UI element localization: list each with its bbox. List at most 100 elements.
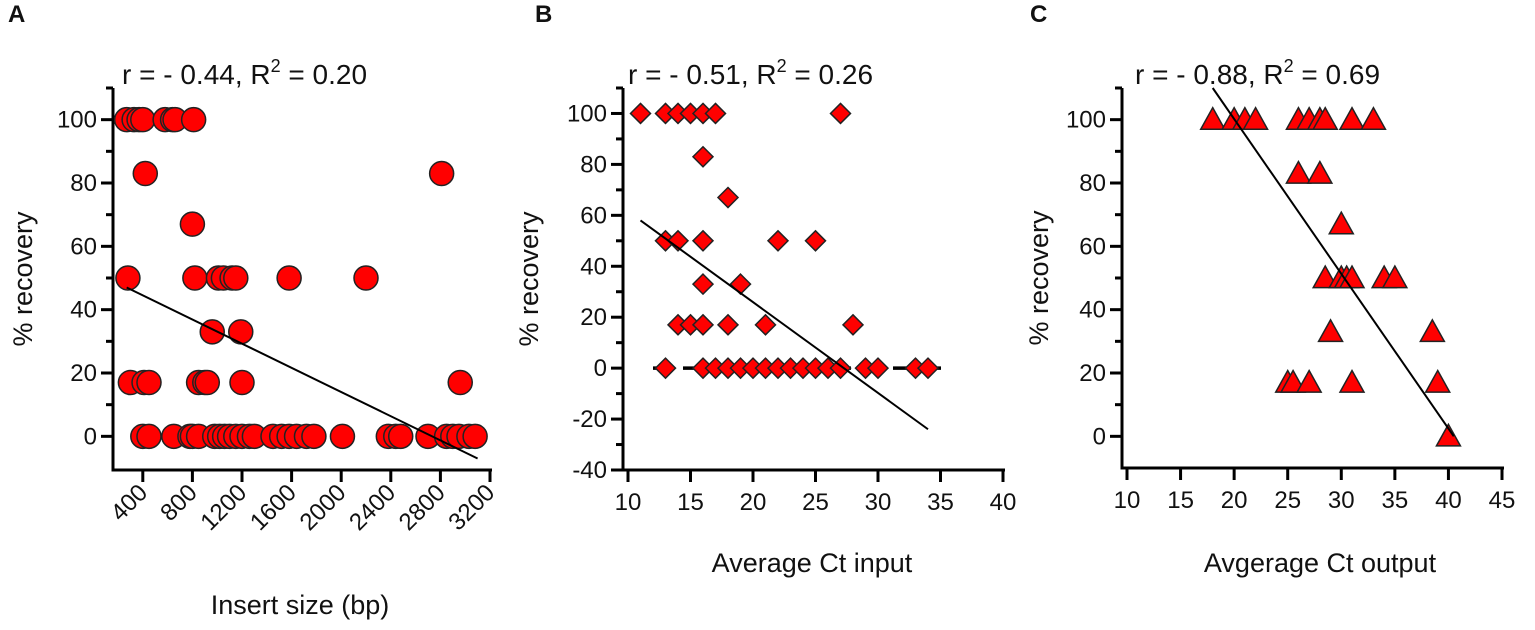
panel-b-data-point <box>691 145 715 168</box>
panel-b-x-axis-title: Average Ct input <box>712 548 913 578</box>
panel-b-x-tick-label: 20 <box>740 489 767 516</box>
panel-a-data-point <box>182 265 208 291</box>
panel-a-y-tick-label: 80 <box>70 170 97 197</box>
panel-c-stat-tail: = 0.69 <box>1294 59 1380 90</box>
panel-b-y-tick-label: -20 <box>572 406 607 433</box>
panel-b-x-tick-label: 25 <box>802 489 829 516</box>
panel-b-data-point <box>754 313 777 336</box>
panel-a-letter: A <box>8 1 25 28</box>
panel-a-data-point <box>130 106 156 133</box>
panel-b-data-point <box>666 229 690 252</box>
panel-c-data-point <box>1419 318 1446 343</box>
panel-b-data-point <box>629 102 652 125</box>
panel-c-letter: C <box>1030 1 1047 28</box>
panel-b-data-point <box>766 229 790 252</box>
panel-b-data-point <box>866 357 890 380</box>
panel-b-data-point <box>729 273 752 296</box>
panel-c-data-point <box>1199 106 1226 131</box>
panel-a-data-point <box>229 369 255 396</box>
panel-c-y-tick-label: 60 <box>1079 233 1106 260</box>
panel-a-data-point <box>228 319 254 345</box>
panel-a-data-point <box>447 369 473 396</box>
panel-a-y-axis-title: % recovery <box>8 211 38 347</box>
panel-c-data-point <box>1360 106 1387 131</box>
panel-b-y-tick-label: 20 <box>580 304 607 331</box>
panel-b-x-tick-label: 15 <box>677 489 704 516</box>
panel-c-plot-area: 0 20 40 60 80 100 10 15 20 25 30 35 40 45 % recovery Av… <box>1024 86 1516 578</box>
panel-a-x-tick-label: 3200 <box>443 479 500 536</box>
panel-c: C r = - 0.88, R2 = 0.69 0 20 40 60 80 100 10 15… <box>1024 1 1515 578</box>
panel-c-data-point <box>1242 106 1269 131</box>
panel-a-x-axis-title: Insert size (bp) <box>211 590 390 620</box>
panel-c-data-point <box>1424 368 1451 393</box>
panel-c-data-point <box>1295 368 1323 393</box>
panel-c-x-tick-label: 10 <box>1114 487 1141 514</box>
panel-a-x-tick-label: 400 <box>106 479 153 526</box>
panel-b-y-tick-label: 80 <box>580 151 607 178</box>
panel-b-data-point <box>916 357 940 380</box>
panel-a-plot-area: 0 20 40 60 80 100 400 8001200160020002400280032… <box>8 86 500 620</box>
panel-b-data-point <box>691 229 715 252</box>
panel-c-y-tick-label: 80 <box>1079 170 1106 197</box>
panel-c-x-tick-label: 45 <box>1489 487 1516 514</box>
panel-b-y-tick-label: 60 <box>580 202 607 229</box>
panel-a-correlation-text: r = - 0.44, R2 = 0.20 <box>122 56 367 90</box>
panel-a-x-tick-label: 2400 <box>344 479 401 536</box>
panel-b-data-point <box>829 102 852 125</box>
panel-c-data-point <box>1306 159 1334 184</box>
panel-c-x-tick-label: 20 <box>1221 487 1248 514</box>
panel-a: A r = - 0.44, R2 = 0.20 0 20 40 60 80 100 400 8… <box>8 1 500 620</box>
panel-a-data-point <box>180 106 207 133</box>
panel-a-stat-main: r = - 0.44, R <box>122 59 271 90</box>
panel-c-data-point <box>1317 318 1344 343</box>
panel-b-stat-tail: = 0.26 <box>787 59 873 90</box>
panel-c-data-point <box>1328 210 1355 235</box>
panel-c-x-tick-label: 35 <box>1382 487 1409 514</box>
panel-a-x-tick-label: 2000 <box>295 479 352 536</box>
panel-a-data-point <box>115 265 141 291</box>
panel-a-y-tick-label: 60 <box>70 233 97 260</box>
panel-b-x-tick-label: 35 <box>927 489 954 516</box>
panel-c-data-point <box>1311 106 1339 131</box>
panel-c-x-tick-label: 15 <box>1167 487 1194 514</box>
panel-c-y-tick-label: 100 <box>1066 107 1106 134</box>
panel-a-data-point <box>179 211 206 237</box>
panel-b: B r = - 0.51, R2 = 0.26 -40 -20 0 20 40 60 80 1… <box>514 1 1016 578</box>
panel-b-data-point <box>691 313 715 336</box>
panel-b-data-point <box>654 357 677 380</box>
panel-c-data-point <box>1338 106 1366 131</box>
panel-a-data-point <box>136 423 162 450</box>
panel-c-data-point <box>1381 264 1409 289</box>
panel-b-y-tick-label: 40 <box>580 253 607 280</box>
panel-a-data-point <box>194 369 221 396</box>
panel-c-data-point <box>1279 368 1307 393</box>
panel-a-data-point <box>276 265 302 291</box>
panel-c-y-tick-label: 0 <box>1093 423 1106 450</box>
panel-b-correlation-text: r = - 0.51, R2 = 0.26 <box>628 56 873 90</box>
panel-a-x-tick-label: 1600 <box>245 479 302 536</box>
panel-a-data-point <box>428 160 455 187</box>
panel-b-stat-superscript: 2 <box>777 56 787 76</box>
panel-c-x-axis-title: Avgerage Ct output <box>1204 548 1437 578</box>
panel-b-x-tick-label: 40 <box>990 489 1017 516</box>
panel-a-data-point <box>136 369 162 396</box>
panel-c-stat-superscript: 2 <box>1284 56 1294 76</box>
panel-a-regression-line <box>126 286 479 460</box>
panel-c-correlation-text: r = - 0.88, R2 = 0.69 <box>1135 56 1380 90</box>
panel-a-data-point <box>329 423 356 450</box>
panel-b-y-tick-label: 100 <box>567 100 607 127</box>
panel-a-data-point <box>301 423 327 450</box>
panel-a-data-point <box>353 265 379 291</box>
panel-a-y-tick-label: 40 <box>70 297 97 324</box>
panel-b-plot-area: -40 -20 0 20 40 60 80 100 10 15 20 25 30 35 40 % recove… <box>514 86 1017 578</box>
panel-b-data-point <box>716 313 740 336</box>
panel-a-x-tick-label: 1200 <box>195 479 252 536</box>
panel-b-regression-line <box>639 219 929 431</box>
panel-b-data-point <box>704 102 727 125</box>
panel-a-y-tick-label: 20 <box>70 360 97 387</box>
panel-b-stat-main: r = - 0.51, R <box>628 59 777 90</box>
panel-b-letter: B <box>535 1 552 28</box>
panel-c-y-axis-title: % recovery <box>1024 210 1054 346</box>
panel-a-data-point <box>223 265 249 291</box>
panel-a-y-tick-label: 0 <box>84 423 97 450</box>
